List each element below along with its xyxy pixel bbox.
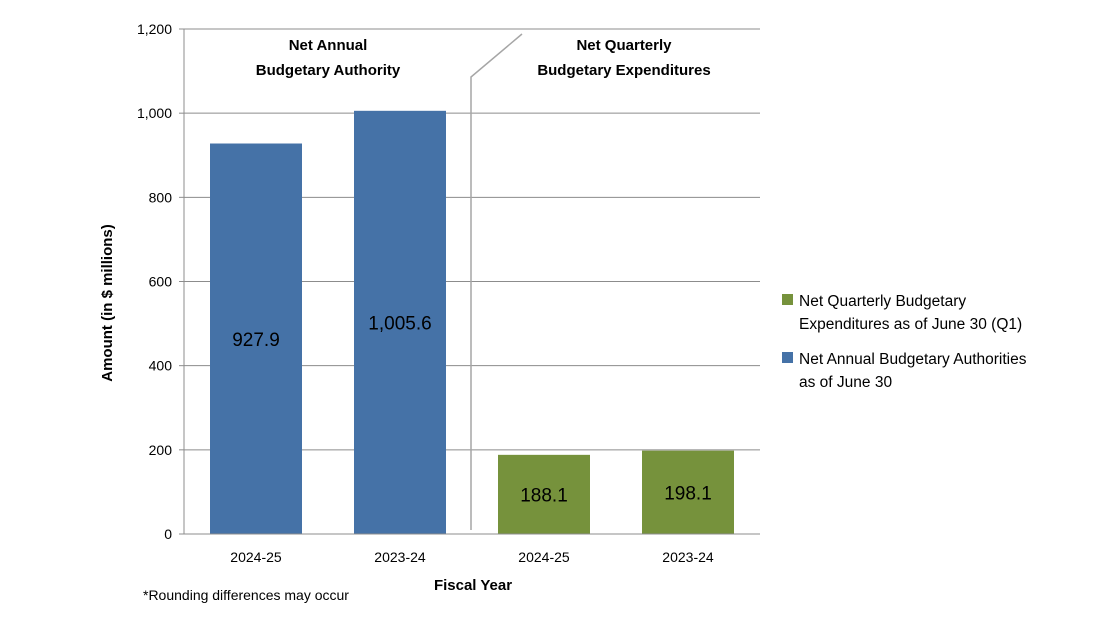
y-tick-label: 1,000 <box>137 105 172 121</box>
legend-swatch <box>782 294 793 305</box>
legend-entry: as of June 30 <box>799 374 892 391</box>
bar-value-label: 1,005.6 <box>368 313 431 334</box>
labels: 927.9 1,005.6 188.1 198.1 Net Annual Budgetar… <box>99 37 712 603</box>
section-title: Budgetary Expenditures <box>537 62 710 79</box>
y-tick-label: 600 <box>149 274 173 290</box>
axes: 0 200 400 600 800 1,000 1,200 2024-25 2023-24 202… <box>137 21 760 565</box>
x-tick-label: 2024-25 <box>518 549 570 565</box>
legend-swatch <box>782 352 793 363</box>
y-axis-title: Amount (in $ millions) <box>99 224 116 382</box>
x-tick-label: 2023-24 <box>374 549 426 565</box>
legend-entry: Net Annual Budgetary Authorities <box>799 351 1027 368</box>
legend-entry: Expenditures as of June 30 (Q1) <box>799 316 1022 333</box>
section-title: Net Quarterly <box>576 37 672 54</box>
x-axis-title: Fiscal Year <box>434 577 512 594</box>
bar <box>210 143 302 535</box>
bar-value-label: 198.1 <box>664 483 712 504</box>
bar <box>642 450 734 534</box>
legend-entry: Net Quarterly Budgetary <box>799 293 966 310</box>
y-tick-label: 400 <box>149 358 173 374</box>
bar <box>498 454 590 534</box>
section-divider <box>470 33 523 530</box>
section-title: Budgetary Authority <box>256 62 401 79</box>
bar-value-label: 188.1 <box>520 485 568 506</box>
bars <box>210 110 734 535</box>
x-tick-label: 2023-24 <box>662 549 714 565</box>
legend: Net Quarterly Budgetary Expenditures as o… <box>782 293 1027 391</box>
x-tick-label: 2024-25 <box>230 549 282 565</box>
bar-value-label: 927.9 <box>232 330 280 351</box>
y-tick-label: 1,200 <box>137 21 172 37</box>
section-title: Net Annual <box>289 37 368 54</box>
y-tick-label: 0 <box>164 526 172 542</box>
footnote: *Rounding differences may occur <box>143 587 349 603</box>
bar <box>354 110 446 534</box>
y-tick-label: 200 <box>149 442 173 458</box>
y-tick-label: 800 <box>149 189 173 205</box>
